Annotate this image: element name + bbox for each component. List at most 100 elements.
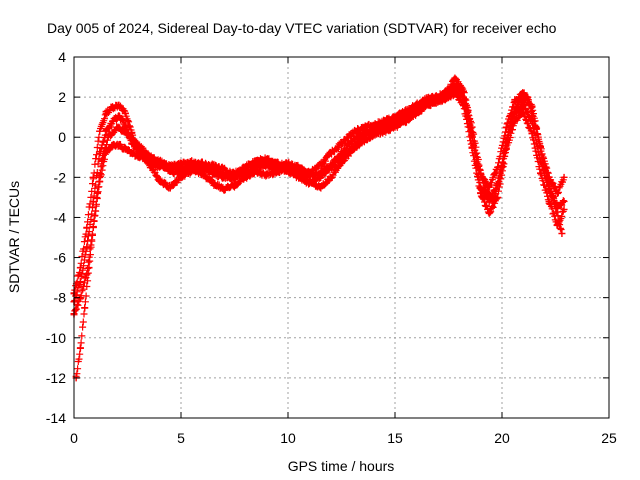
x-axis-ticks: 0 5 10 15 20 25 bbox=[70, 57, 617, 446]
data-point bbox=[338, 139, 345, 147]
data-point bbox=[545, 197, 553, 205]
data-point bbox=[76, 278, 84, 286]
data-point bbox=[451, 81, 459, 89]
y-tick-label: 0 bbox=[58, 129, 66, 145]
data-point bbox=[273, 159, 281, 167]
data-point bbox=[327, 149, 335, 157]
data-point bbox=[560, 173, 568, 181]
data-point bbox=[316, 169, 324, 177]
data-point bbox=[477, 189, 485, 197]
data-point bbox=[412, 105, 420, 113]
plot-frame bbox=[73, 56, 610, 419]
series-markers bbox=[70, 90, 567, 319]
data-point bbox=[104, 133, 112, 141]
data-point bbox=[85, 264, 93, 272]
x-tick-label: 25 bbox=[601, 430, 617, 446]
data-point bbox=[451, 75, 459, 83]
data-point bbox=[177, 169, 185, 177]
data-point bbox=[263, 171, 271, 179]
data-point bbox=[305, 179, 313, 187]
data-point bbox=[370, 125, 378, 133]
data-point bbox=[109, 103, 117, 111]
x-tick-label: 10 bbox=[280, 430, 296, 446]
y-tick-label: -4 bbox=[54, 209, 67, 225]
data-point bbox=[295, 173, 303, 181]
data-point bbox=[220, 171, 228, 179]
data-point bbox=[560, 197, 568, 205]
x-tick-label: 0 bbox=[70, 430, 78, 446]
data-point bbox=[359, 137, 367, 145]
data-point bbox=[220, 165, 228, 173]
data-point bbox=[115, 141, 123, 149]
data-point bbox=[327, 161, 335, 169]
y-tick-label: -8 bbox=[54, 290, 67, 306]
data-point bbox=[541, 165, 549, 173]
data-point bbox=[338, 149, 345, 157]
data-point bbox=[464, 107, 472, 115]
data-point bbox=[558, 229, 566, 237]
y-tick-label: -6 bbox=[54, 250, 67, 266]
data-point bbox=[121, 145, 129, 153]
data-points bbox=[70, 74, 568, 382]
data-point bbox=[209, 161, 217, 169]
data-point bbox=[402, 117, 410, 125]
y-tick-label: 4 bbox=[58, 49, 66, 65]
data-point bbox=[380, 121, 388, 129]
data-point bbox=[472, 153, 480, 161]
data-point bbox=[316, 183, 324, 191]
data-point bbox=[554, 189, 562, 197]
data-point bbox=[445, 91, 452, 99]
data-point bbox=[284, 163, 292, 171]
data-point bbox=[98, 157, 106, 165]
y-tick-label: -10 bbox=[46, 330, 66, 346]
data-point bbox=[263, 159, 271, 167]
y-axis-label: SDTVAR / TECUs bbox=[6, 181, 22, 293]
data-point bbox=[109, 141, 117, 149]
data-point bbox=[231, 171, 238, 179]
data-point bbox=[348, 129, 356, 137]
x-axis-label: GPS time / hours bbox=[288, 458, 395, 474]
data-point bbox=[209, 179, 217, 187]
data-point bbox=[102, 109, 110, 117]
data-point bbox=[115, 101, 123, 109]
x-tick-label: 20 bbox=[494, 430, 510, 446]
data-point bbox=[89, 173, 97, 181]
data-point bbox=[121, 121, 129, 129]
data-point bbox=[305, 171, 313, 179]
data-point bbox=[220, 185, 228, 193]
data-point bbox=[537, 169, 545, 177]
data-point bbox=[96, 127, 104, 135]
data-point bbox=[391, 117, 399, 125]
data-point bbox=[295, 167, 303, 175]
data-point bbox=[434, 97, 442, 105]
data-point bbox=[549, 193, 557, 201]
data-point bbox=[121, 109, 129, 117]
data-point bbox=[94, 189, 102, 197]
data-point bbox=[231, 181, 238, 189]
data-point bbox=[455, 85, 463, 93]
data-point bbox=[81, 304, 89, 312]
data-point bbox=[498, 163, 506, 171]
data-point bbox=[507, 117, 515, 125]
data-point bbox=[241, 169, 249, 177]
data-point bbox=[113, 123, 121, 131]
data-point bbox=[134, 141, 142, 149]
data-point bbox=[156, 159, 164, 167]
data-point bbox=[519, 109, 527, 117]
data-point bbox=[89, 223, 97, 231]
data-point bbox=[359, 129, 367, 137]
y-tick-label: -14 bbox=[46, 410, 66, 426]
data-point bbox=[532, 125, 540, 133]
data-point bbox=[252, 163, 260, 171]
data-point bbox=[145, 151, 153, 159]
data-point bbox=[402, 109, 410, 117]
y-tick-label: 2 bbox=[58, 89, 66, 105]
y-axis-ticks: -14 -12 -10 -8 -6 -4 -2 0 2 4 bbox=[46, 49, 609, 426]
data-point bbox=[128, 149, 136, 157]
data-point bbox=[423, 99, 431, 107]
data-point bbox=[348, 145, 356, 153]
data-point bbox=[134, 153, 142, 161]
data-point bbox=[327, 173, 335, 181]
data-point bbox=[481, 185, 489, 193]
